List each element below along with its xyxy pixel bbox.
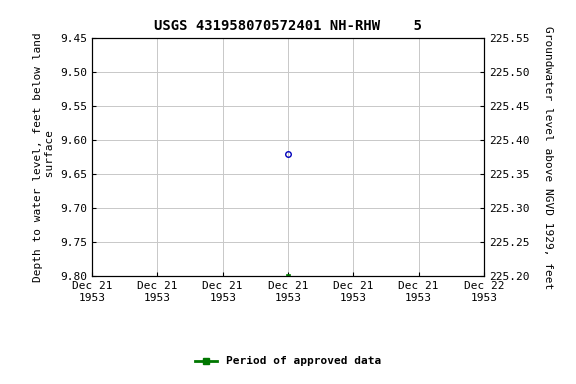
Legend: Period of approved data: Period of approved data bbox=[191, 352, 385, 371]
Y-axis label: Groundwater level above NGVD 1929, feet: Groundwater level above NGVD 1929, feet bbox=[543, 26, 553, 289]
Title: USGS 431958070572401 NH-RHW    5: USGS 431958070572401 NH-RHW 5 bbox=[154, 19, 422, 33]
Y-axis label: Depth to water level, feet below land
 surface: Depth to water level, feet below land su… bbox=[33, 33, 55, 282]
